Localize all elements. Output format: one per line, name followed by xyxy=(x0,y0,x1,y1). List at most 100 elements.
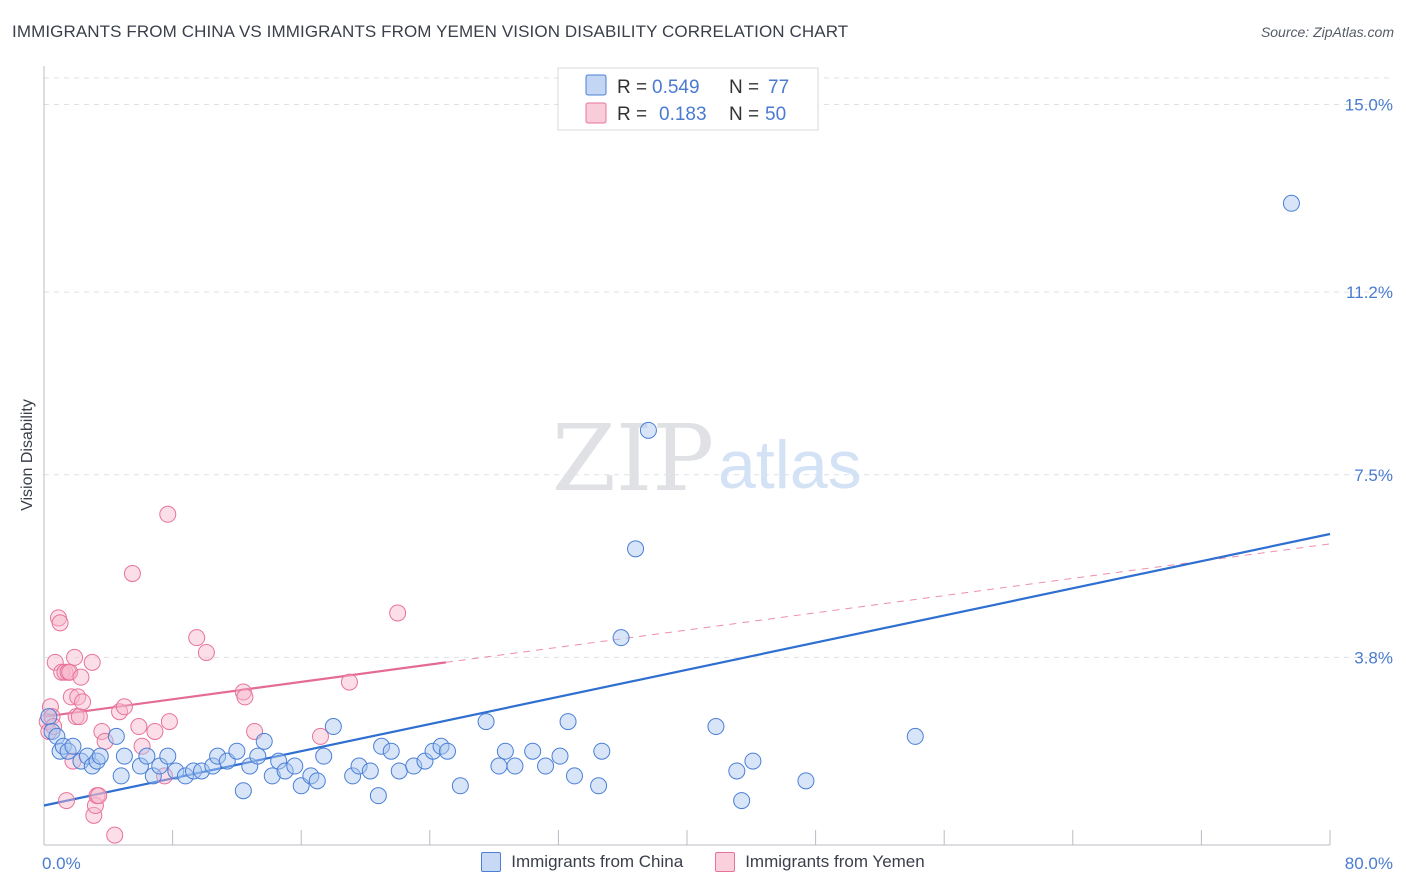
yemen-point xyxy=(72,668,90,686)
china-point xyxy=(159,747,177,765)
china-point xyxy=(639,421,657,439)
bottom-legend-china[interactable]: Immigrants from China xyxy=(481,852,683,872)
china-point xyxy=(559,713,577,731)
china-point xyxy=(451,777,469,795)
data-points xyxy=(38,194,1300,844)
legend-china-swatch xyxy=(585,74,607,96)
yemen-point xyxy=(62,688,80,706)
china-point xyxy=(59,742,77,760)
china-point xyxy=(115,747,133,765)
bottom-legend: Immigrants from China Immigrants from Ye… xyxy=(0,852,1406,872)
china-point xyxy=(361,762,379,780)
china-point xyxy=(344,767,362,785)
china-point xyxy=(176,767,194,785)
source-credit: Source: ZipAtlas.com xyxy=(1260,24,1394,40)
china-point xyxy=(350,757,368,775)
y-tick-label: 7.5% xyxy=(1354,466,1393,485)
china-point xyxy=(234,782,252,800)
gridlines xyxy=(44,77,1392,658)
china-point xyxy=(797,772,815,790)
china-point xyxy=(707,718,725,736)
yemen-point xyxy=(111,703,129,721)
yemen-swatch xyxy=(715,852,736,872)
yemen-point xyxy=(311,727,329,745)
china-point xyxy=(438,742,456,760)
china-point xyxy=(88,752,106,770)
yemen-point xyxy=(66,648,84,666)
china-point xyxy=(612,629,630,647)
yemen-point xyxy=(123,565,141,583)
china-point xyxy=(54,737,72,755)
chart-title: IMMIGRANTS FROM CHINA VS IMMIGRANTS FROM… xyxy=(12,22,849,41)
china-point xyxy=(744,752,762,770)
china-point xyxy=(43,722,61,740)
yemen-point xyxy=(74,693,92,711)
china-swatch xyxy=(481,852,502,872)
y-tick-label: 15.0% xyxy=(1345,96,1393,115)
x-tick-label-end: 80.0% xyxy=(1345,854,1393,873)
y-tick-label: 11.2% xyxy=(1346,283,1393,302)
watermark: ZIP atlas xyxy=(552,405,862,512)
yemen-point xyxy=(90,787,108,805)
china-point xyxy=(138,747,156,765)
yemen-point xyxy=(197,643,215,661)
china-point xyxy=(369,787,387,805)
legend-yemen-n-label: N = xyxy=(729,104,759,125)
watermark-zip: ZIP xyxy=(552,405,714,512)
yemen-point xyxy=(70,708,88,726)
china-point xyxy=(490,757,508,775)
x-tick-label-start: 0.0% xyxy=(42,854,81,873)
china-point xyxy=(276,762,294,780)
y-tick-label: 3.8% xyxy=(1354,648,1393,667)
china-point xyxy=(255,732,273,750)
legend-china-r-label: R = xyxy=(617,77,647,98)
yemen-point xyxy=(146,722,164,740)
legend-yemen-r-label: R = xyxy=(617,104,647,125)
yemen-point xyxy=(133,737,151,755)
yemen-point xyxy=(236,688,254,706)
yemen-trend-line xyxy=(43,661,447,718)
legend-yemen-swatch xyxy=(585,102,607,124)
yemen-point xyxy=(130,718,148,736)
china-point xyxy=(424,742,442,760)
yemen-point xyxy=(115,698,133,716)
yemen-point xyxy=(83,653,101,671)
legend-yemen-r-value: 0.183 xyxy=(659,104,707,125)
bottom-legend-yemen-label: Immigrants from Yemen xyxy=(745,852,925,871)
china-point xyxy=(906,727,924,745)
bottom-legend-yemen[interactable]: Immigrants from Yemen xyxy=(715,852,925,872)
china-point xyxy=(382,742,400,760)
china-point xyxy=(506,757,524,775)
yemen-point xyxy=(69,688,87,706)
china-point xyxy=(315,747,333,765)
china-point xyxy=(590,777,608,795)
china-point xyxy=(627,540,645,558)
china-point xyxy=(228,742,246,760)
yemen-point xyxy=(340,673,358,691)
yemen-point xyxy=(389,604,407,622)
trend-lines xyxy=(43,532,1331,807)
china-point xyxy=(112,767,130,785)
yemen-trend-extension xyxy=(445,543,1331,663)
yemen-point xyxy=(106,826,124,844)
yemen-point xyxy=(188,629,206,647)
bottom-legend-china-label: Immigrants from China xyxy=(511,852,684,871)
china-point xyxy=(390,762,408,780)
yemen-point xyxy=(160,713,178,731)
china-point xyxy=(263,767,281,785)
china-point xyxy=(167,762,185,780)
china-point xyxy=(308,772,326,790)
china-point xyxy=(373,737,391,755)
legend-china-r-value: 0.549 xyxy=(652,77,700,98)
legend-china-n-value: 77 xyxy=(768,77,789,98)
legend-yemen-n-value: 50 xyxy=(765,104,786,125)
china-point xyxy=(405,757,423,775)
china-point xyxy=(270,752,288,770)
china-point xyxy=(537,757,555,775)
legend-china-n-label: N = xyxy=(729,77,759,98)
china-point xyxy=(78,747,96,765)
china-point xyxy=(131,757,149,775)
china-point xyxy=(477,713,495,731)
yemen-point xyxy=(159,505,177,523)
